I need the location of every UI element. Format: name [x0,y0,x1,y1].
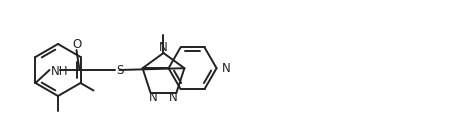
Text: O: O [73,38,82,51]
Text: NH: NH [50,65,68,78]
Text: N: N [149,91,158,104]
Text: N: N [221,62,230,75]
Text: S: S [117,64,124,76]
Text: N: N [159,40,168,53]
Text: N: N [169,91,178,104]
